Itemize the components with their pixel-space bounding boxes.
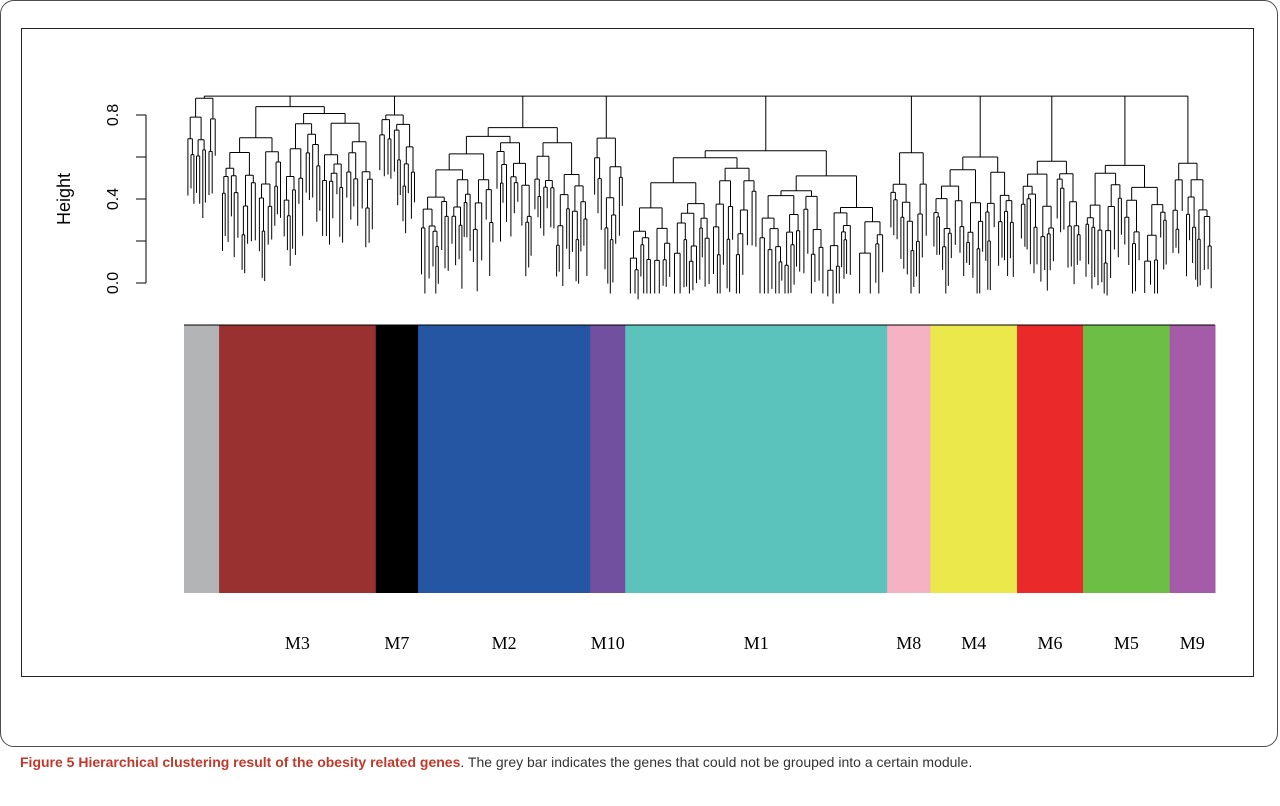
module-bar-m6	[1017, 325, 1084, 593]
module-bar-unassigned	[184, 325, 220, 593]
module-label-m7: M7	[384, 633, 409, 653]
module-label-m8: M8	[896, 633, 921, 653]
module-bar-m4	[930, 325, 1018, 593]
module-label-m9: M9	[1180, 633, 1205, 653]
dendrogram-branches	[187, 95, 1212, 304]
module-bar-m9	[1169, 325, 1216, 593]
module-bar-m2	[418, 325, 591, 593]
figure-frame: 0.0 0.4 0.8 Height M3 M7 M2 M10 M1 M8 M4 M6 M5 M9	[0, 0, 1278, 747]
dendrogram-chart: 0.0 0.4 0.8 Height M3 M7 M2 M10 M1 M8 M4 M6 M5 M9	[54, 95, 1216, 653]
module-label-m1: M1	[744, 633, 769, 653]
module-bar-m7	[375, 325, 419, 593]
module-label-m3: M3	[285, 633, 310, 653]
module-bar-m5	[1083, 325, 1171, 593]
module-bar-m3	[219, 325, 377, 593]
module-labels: M3 M7 M2 M10 M1 M8 M4 M6 M5 M9	[285, 633, 1205, 653]
module-label-m6: M6	[1038, 633, 1063, 653]
figure-caption: Figure 5 Hierarchical clustering result …	[20, 751, 1270, 774]
module-label-m5: M5	[1114, 633, 1139, 653]
module-color-bar	[184, 324, 1216, 593]
module-label-m2: M2	[492, 633, 517, 653]
y-axis-title: Height	[54, 173, 74, 225]
y-tick-label: 0.0	[105, 272, 122, 294]
module-bar-m10	[590, 325, 626, 593]
plot-area: 0.0 0.4 0.8 Height M3 M7 M2 M10 M1 M8 M4 M6 M5 M9	[21, 28, 1254, 677]
module-bar-m1	[625, 325, 888, 593]
module-label-m10: M10	[591, 633, 625, 653]
y-tick-label: 0.4	[105, 188, 122, 210]
module-bar-m8	[887, 325, 931, 593]
caption-text: . The grey bar indicates the genes that …	[460, 754, 973, 770]
y-axis: 0.0 0.4 0.8	[105, 104, 147, 294]
y-tick-label: 0.8	[105, 104, 122, 126]
module-label-m4: M4	[961, 633, 986, 653]
dendrogram-tree	[187, 95, 1212, 304]
caption-title: Figure 5 Hierarchical clustering result …	[20, 754, 461, 770]
